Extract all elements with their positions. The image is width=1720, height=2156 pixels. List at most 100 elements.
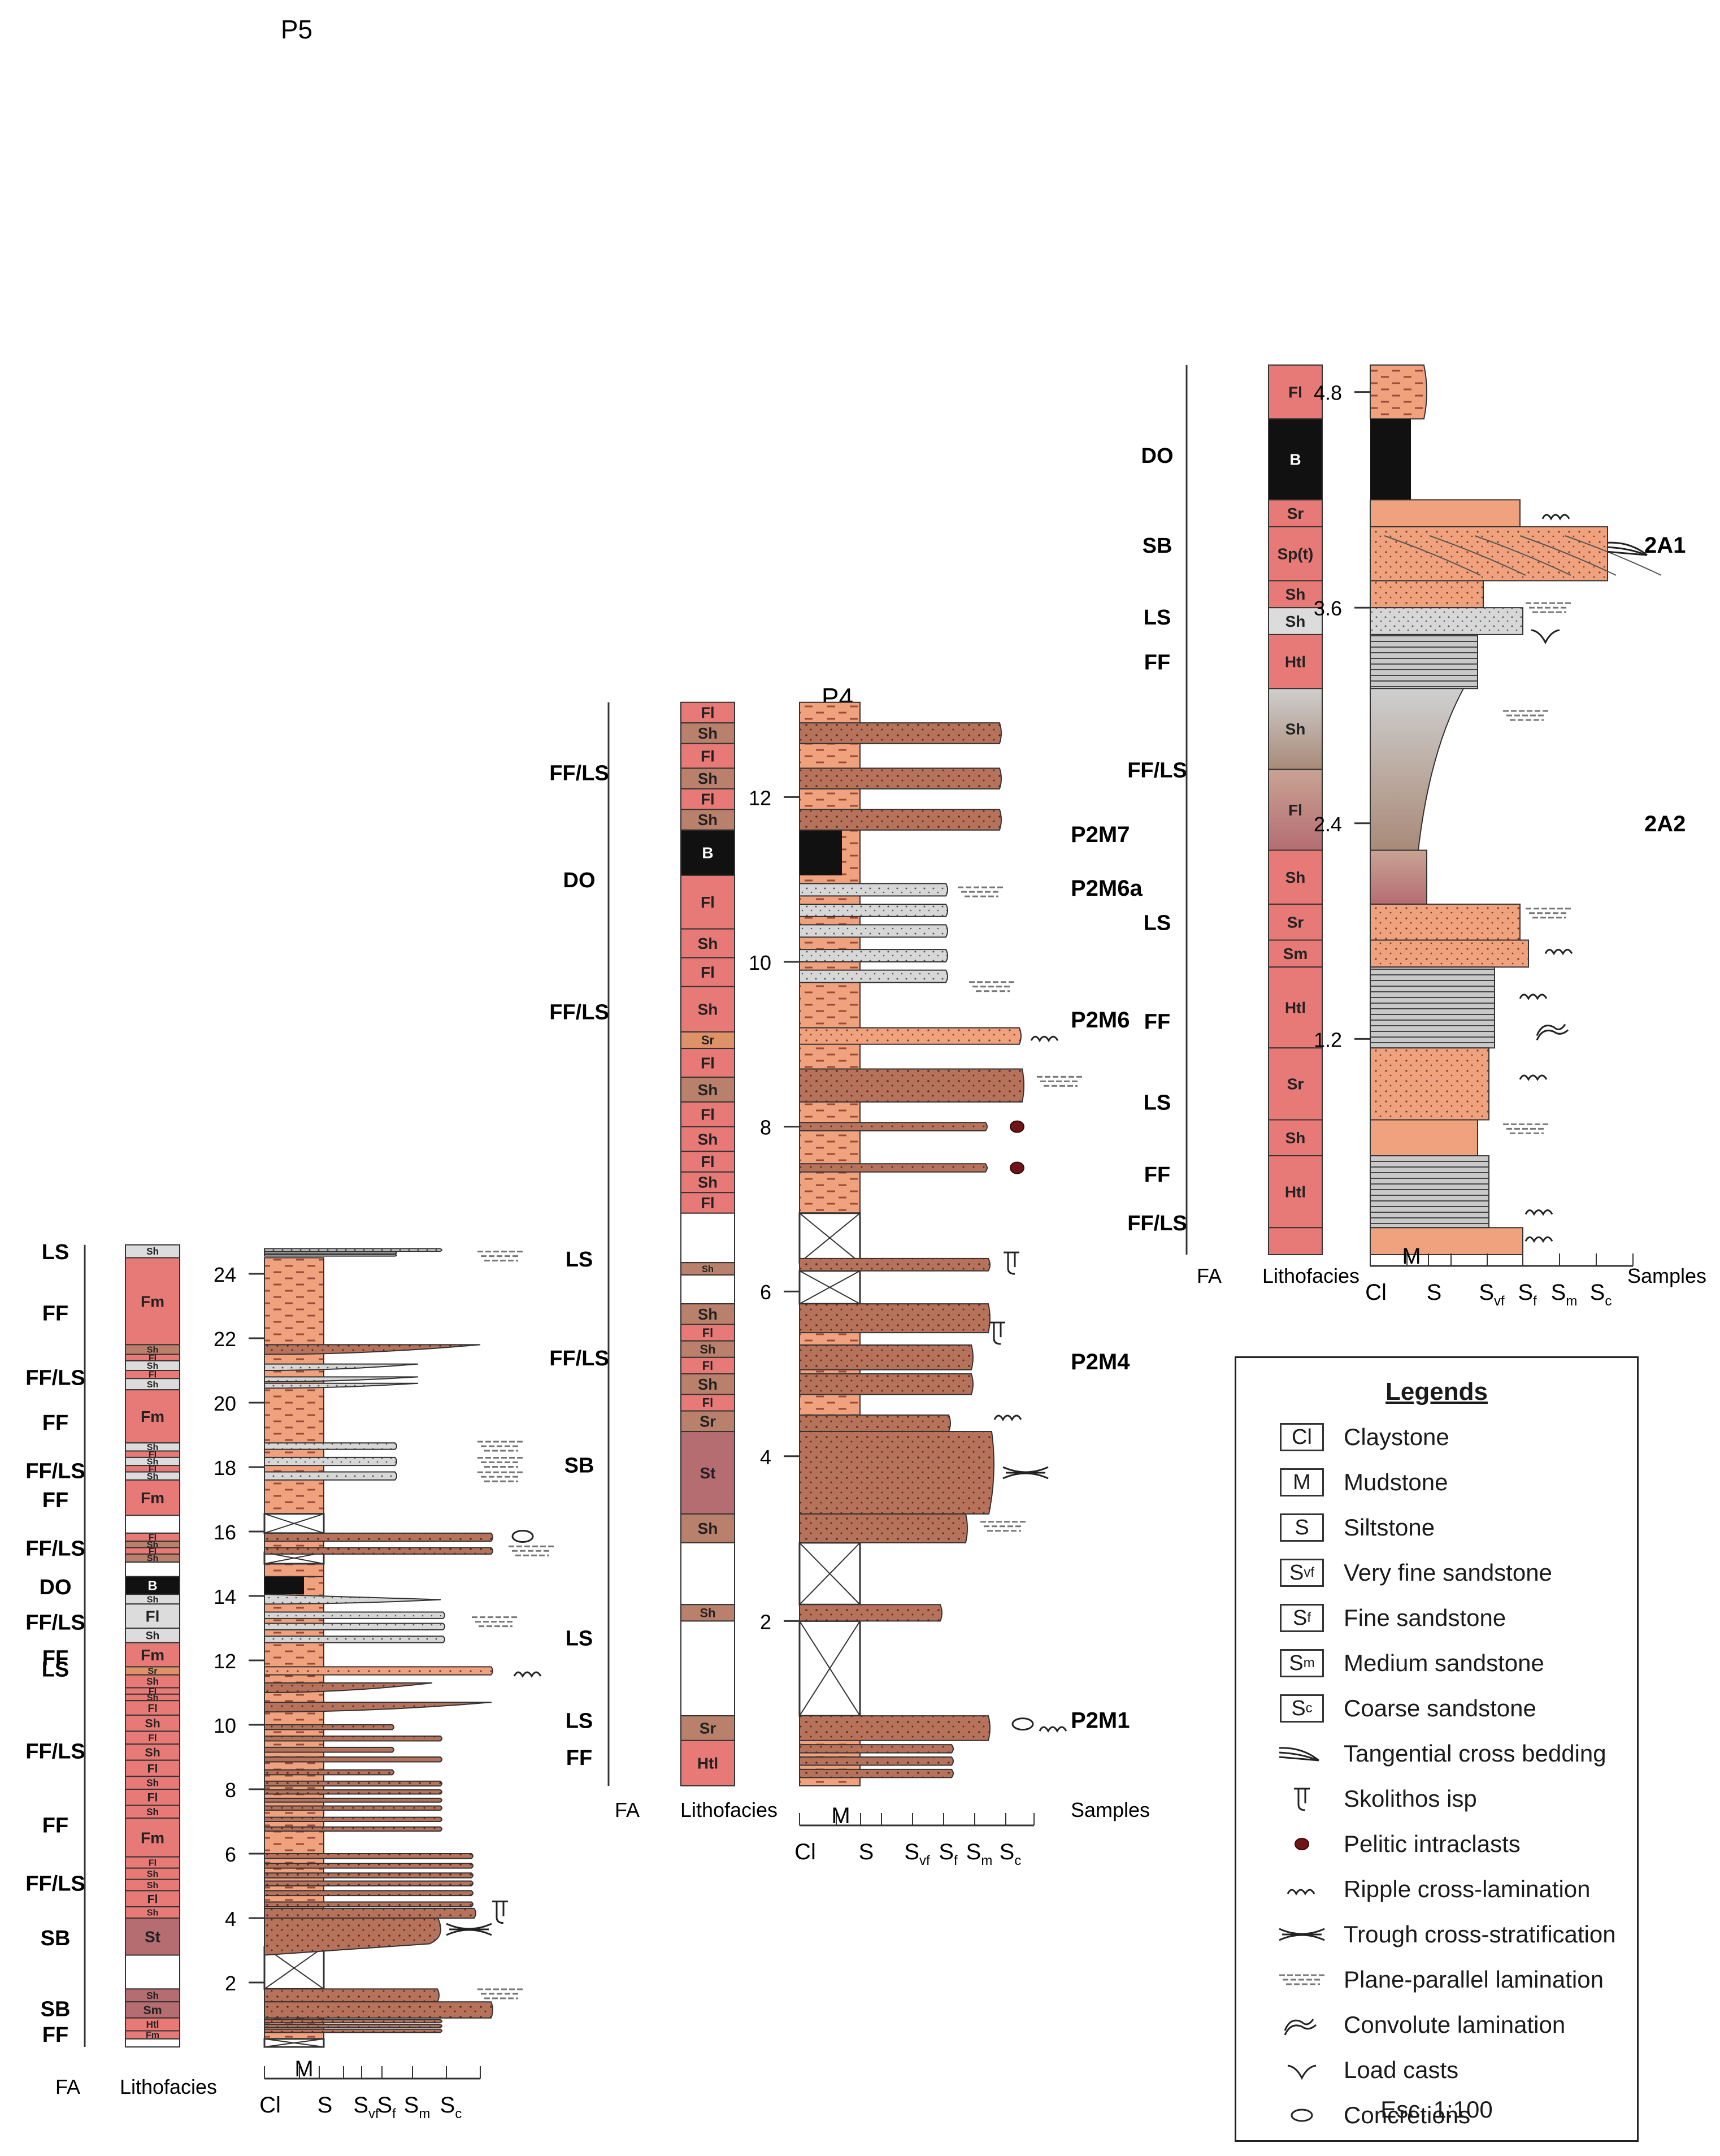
sandstone-bed bbox=[1370, 607, 1523, 635]
sandstone-bed bbox=[799, 924, 948, 938]
lithofacies-code: Sh bbox=[147, 1380, 158, 1390]
legend-label: Pelitic intraclasts bbox=[1344, 1830, 1521, 1857]
grain-m-label: M bbox=[294, 2057, 313, 2081]
lithofacies-column-p4: Fl Sh Fl Sh Fl Sh B Fl Sh Fl Sh Sr Fl Sh Fl Sh Fl Sh Fl Sh S… bbox=[680, 701, 735, 1787]
trough-icon bbox=[446, 1923, 492, 1936]
lithofacies-code: B bbox=[702, 844, 713, 862]
samples-p2: 2A1 2A2 bbox=[1644, 533, 1686, 836]
lithofacies-column-p2: Fl B Sr Sp(t) Sh Sh Htl Sh Fl Sh Sr Sm Htl Sr Sh Htl bbox=[1268, 364, 1323, 1256]
lithofacies-bed bbox=[680, 1324, 735, 1342]
sedimentary-structures-p2 bbox=[1503, 514, 1648, 1243]
convolute-icon bbox=[1284, 2019, 1317, 2036]
legend-scale: Esc. 1:100 bbox=[1380, 2096, 1493, 2123]
sandstone-bed bbox=[264, 1816, 442, 1822]
grain-size-log-p5 bbox=[263, 1248, 493, 2048]
sandstone-bed bbox=[1370, 903, 1521, 941]
lithofacies-code: Fl bbox=[701, 1194, 714, 1212]
sandstone-bed bbox=[264, 2019, 442, 2024]
ripple-icon bbox=[1276, 1873, 1328, 1905]
legend-item: Concretions bbox=[1276, 2098, 1470, 2132]
sandstone-bed bbox=[264, 1248, 442, 1252]
fa-label-p4: FA bbox=[615, 1798, 640, 1821]
cross-bed-line bbox=[1519, 535, 1617, 576]
fa-label: FF/LS bbox=[1127, 1212, 1187, 1235]
lithofacies-code: Fl bbox=[701, 893, 715, 911]
lithofacies-code: Sh bbox=[698, 770, 718, 787]
lithofacies-code: Sh bbox=[698, 1305, 718, 1323]
sandstone-bed bbox=[1370, 526, 1608, 582]
depth-tick-label: 10 bbox=[749, 951, 771, 974]
legend-icon-svg bbox=[1284, 2019, 1317, 2036]
samples-p4: P2M7 P2M6a P2M6 P2M4 P2M1 bbox=[1071, 822, 1143, 1733]
lithofacies-code: Sh bbox=[700, 1606, 716, 1620]
grain-size-symbol-text: S bbox=[1289, 1651, 1304, 1675]
lithofacies-bed bbox=[125, 1789, 180, 1806]
lithofacies-bed bbox=[125, 1918, 180, 1956]
grain-s-label: S bbox=[1427, 1280, 1442, 1305]
sandstone-bed bbox=[264, 2028, 442, 2033]
grain-sc-label: Sc bbox=[1590, 1280, 1612, 1309]
sandstone-bed bbox=[1370, 1227, 1523, 1256]
fa-label: FF/LS bbox=[549, 1000, 609, 1024]
trough-icon bbox=[1002, 1466, 1049, 1480]
concretion-icon bbox=[1291, 2109, 1313, 2122]
sandstone-bed bbox=[264, 1872, 474, 1879]
fa-label: FF bbox=[42, 1646, 68, 1670]
pelitic-intraclast-icon bbox=[1010, 1161, 1024, 1174]
grain-subscript: c bbox=[455, 2106, 462, 2122]
lithofacies-bed bbox=[125, 1954, 180, 1990]
depth-tick-label: 1.2 bbox=[1314, 1028, 1342, 1051]
sandstone-bed bbox=[264, 1880, 474, 1886]
pelitic-intraclast-icon bbox=[1295, 1838, 1309, 1850]
lithofacies-code: Sp(t) bbox=[1278, 545, 1314, 563]
lithofacies-code: B bbox=[1289, 451, 1301, 468]
lithofacies-code: Sh bbox=[147, 1595, 158, 1604]
grain-sm-label: Sm bbox=[404, 2093, 431, 2122]
sandstone-bed bbox=[264, 1769, 394, 1776]
lithofacies-code: Sh bbox=[698, 1376, 718, 1393]
depth-tick-label: 3.6 bbox=[1314, 597, 1342, 620]
lithofacies-code: Sh bbox=[147, 1361, 158, 1371]
skolithos-icon bbox=[1004, 1251, 1019, 1275]
sample-label: P2M6 bbox=[1071, 1008, 1130, 1033]
fa-label: LS bbox=[42, 1658, 70, 1681]
sandstone-bed bbox=[799, 1604, 942, 1622]
lithofacies-bed bbox=[680, 1542, 735, 1606]
depth-tick-label: 18 bbox=[214, 1456, 236, 1480]
grain-size-box: S bbox=[1280, 1513, 1324, 1542]
fa-label: FF/LS bbox=[25, 1611, 85, 1635]
grain-s-label: S bbox=[318, 2093, 333, 2118]
lithofacies-label-p4: Lithofacies bbox=[680, 1798, 778, 1821]
legend-label: Coarse sandstone bbox=[1344, 1695, 1536, 1721]
grain-subscript: f bbox=[392, 2106, 396, 2122]
lithofacies-bed bbox=[680, 1715, 735, 1741]
lithofacies-code: Sr bbox=[701, 1033, 715, 1047]
lithofacies-bed bbox=[680, 701, 735, 724]
sample-label: P2M4 bbox=[1071, 1350, 1130, 1374]
legend-label: Siltstone bbox=[1344, 1514, 1435, 1541]
sandstone-bed bbox=[799, 1414, 951, 1433]
sandstone-lens bbox=[264, 1363, 419, 1372]
lithofacies-code: Sh bbox=[698, 1130, 718, 1148]
sandstone-lens bbox=[264, 1682, 433, 1694]
depth-tick-label: 6 bbox=[225, 1843, 236, 1866]
lithofacies-bed bbox=[125, 2038, 180, 2047]
sample-label: P2M1 bbox=[1071, 1708, 1130, 1733]
sandstone-lens bbox=[264, 1376, 419, 1382]
sample-label: P2M6a bbox=[1071, 876, 1143, 901]
legend-item: Load casts bbox=[1276, 2053, 1458, 2087]
ripple-icon bbox=[1030, 1035, 1059, 1043]
sandstone-bed bbox=[264, 1471, 397, 1481]
cross-bed-line bbox=[1565, 535, 1662, 576]
lithofacies-column-p5: ShFmShFlShFlShFmShFlShFlShFmFlShFlShBShF… bbox=[125, 1244, 180, 2047]
grain-m-label: M bbox=[1402, 1244, 1421, 1269]
lithofacies-bed bbox=[125, 1700, 180, 1716]
lithofacies-bed bbox=[680, 809, 735, 831]
lithofacies-code: Sh bbox=[147, 1881, 158, 1890]
lithofacies-code: Fl bbox=[702, 1359, 713, 1373]
sandstone-bed bbox=[264, 1746, 394, 1753]
sandstone-bed bbox=[799, 969, 948, 983]
cross-bed-line bbox=[1384, 535, 1481, 576]
